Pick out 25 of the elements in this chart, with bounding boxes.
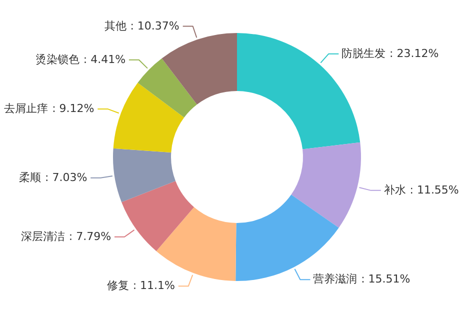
data-label: : 7.03% — [45, 170, 88, 184]
slice-label: 柔顺 — [19, 170, 42, 184]
donut-slice — [113, 82, 184, 152]
donut-slice — [122, 181, 194, 252]
slice-label: 其他 — [104, 19, 126, 32]
data-label: : 23.12% — [390, 46, 439, 60]
slice-label: 营养滋润 — [313, 272, 358, 286]
donut-slice — [291, 142, 361, 228]
donut-slice — [156, 207, 236, 281]
data-label: : 11.55% — [410, 183, 459, 196]
donut-slice — [162, 33, 237, 105]
slice-label: 去屑止痒 — [4, 102, 48, 115]
data-label: : 15.51% — [361, 272, 410, 286]
slice-label: 深层清洁 — [21, 230, 66, 243]
donut-slice — [113, 148, 176, 202]
data-label: : 10.37% — [130, 19, 180, 32]
slice-label: 防脱生发 — [342, 46, 386, 60]
data-label: : 4.41% — [83, 52, 126, 66]
data-label: : 9.12% — [52, 102, 94, 115]
slice-label: 烫染锁色 — [36, 52, 80, 66]
slice-label: 修复 — [106, 279, 129, 292]
legend-label: 补水 — [384, 183, 406, 196]
data-label: : 11.1% — [132, 279, 175, 292]
donut-slice — [138, 58, 197, 118]
data-label: : 7.79% — [68, 230, 112, 243]
